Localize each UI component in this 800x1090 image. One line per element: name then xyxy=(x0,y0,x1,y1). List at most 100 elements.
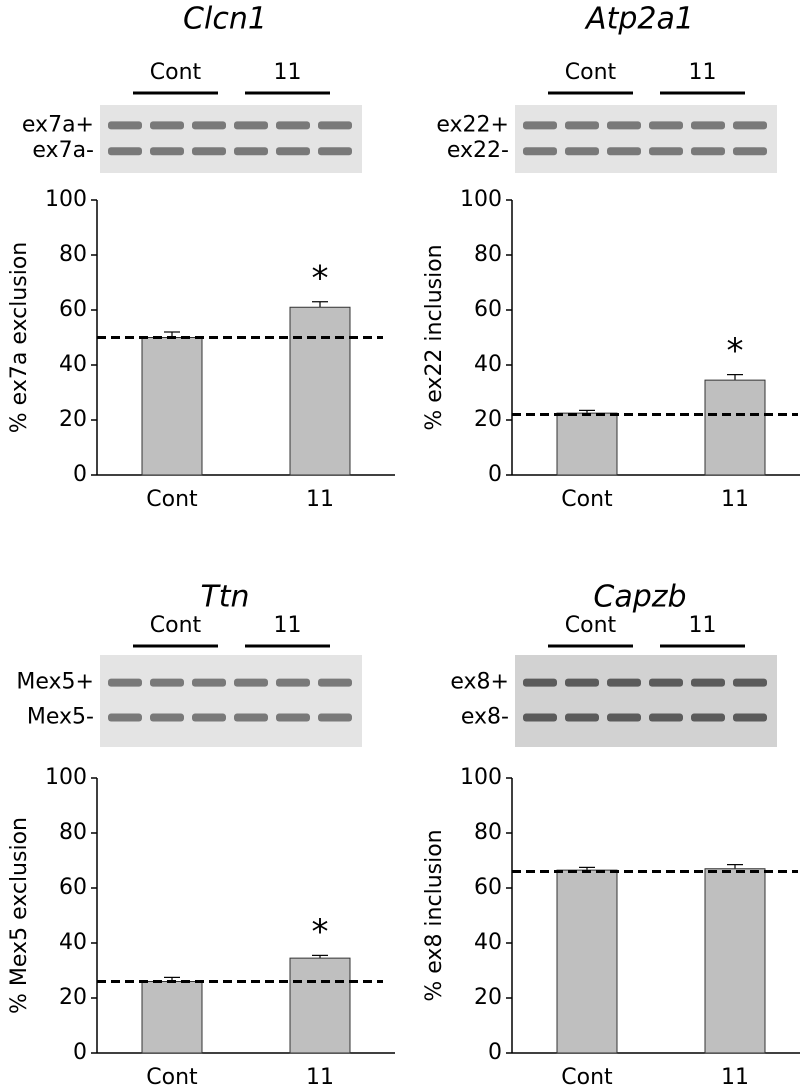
group-label: Cont xyxy=(565,613,617,638)
y-tick-label: 0 xyxy=(488,462,502,487)
significance: * xyxy=(312,912,329,952)
band-label: ex22+ xyxy=(436,112,509,137)
gel-band xyxy=(733,713,767,722)
gel-band xyxy=(108,147,142,156)
x-tick-label: 11 xyxy=(306,1065,334,1090)
gel-band xyxy=(733,147,767,156)
panel-title: Capzb xyxy=(593,580,686,615)
gel-band xyxy=(318,713,352,722)
group-label: Cont xyxy=(150,60,202,85)
band-label: ex7a+ xyxy=(22,112,94,137)
gel-band xyxy=(318,121,352,130)
gel-band xyxy=(234,121,268,130)
gel-band xyxy=(607,713,641,722)
bar xyxy=(704,868,766,1054)
gel-band xyxy=(649,713,683,722)
gel-band xyxy=(565,678,599,687)
y-tick-label: 40 xyxy=(474,352,502,377)
band-label: Mex5- xyxy=(27,705,94,730)
gel xyxy=(515,105,777,173)
gel-band xyxy=(523,678,557,687)
y-tick-label: 40 xyxy=(59,930,87,955)
group-label: 11 xyxy=(274,60,302,85)
gel-band xyxy=(733,121,767,130)
y-tick-label: 0 xyxy=(73,462,87,487)
y-tick-label: 100 xyxy=(45,187,87,212)
x-tick-label: 11 xyxy=(721,1065,749,1090)
bar xyxy=(289,957,351,1054)
gel-band xyxy=(192,121,226,130)
gel-band xyxy=(318,678,352,687)
panel-title: Clcn1 xyxy=(183,2,267,37)
x-tick-label: 11 xyxy=(306,487,334,512)
bar xyxy=(141,981,203,1054)
gel-band xyxy=(192,713,226,722)
y-tick-label: 20 xyxy=(474,985,502,1010)
y-axis-label: % ex22 inclusion xyxy=(422,244,447,430)
y-axis-label: % ex7a exclusion xyxy=(7,242,32,433)
gel-band xyxy=(234,713,268,722)
gel-band xyxy=(318,147,352,156)
x-tick-label: Cont xyxy=(561,487,613,512)
x-tick-label: 11 xyxy=(721,487,749,512)
gel-band xyxy=(276,147,310,156)
gel-band xyxy=(276,121,310,130)
gel-band xyxy=(150,147,184,156)
gel-band xyxy=(108,713,142,722)
gel-band xyxy=(607,147,641,156)
gel-band xyxy=(565,121,599,130)
gel-band xyxy=(523,121,557,130)
group-label: 11 xyxy=(274,613,302,638)
gel-band xyxy=(150,713,184,722)
gel-band xyxy=(565,147,599,156)
y-tick-label: 40 xyxy=(474,930,502,955)
y-tick-label: 60 xyxy=(59,875,87,900)
bar xyxy=(556,412,618,476)
bar xyxy=(704,379,766,476)
y-tick-label: 100 xyxy=(45,765,87,790)
bar xyxy=(141,337,203,476)
significance: * xyxy=(312,258,329,298)
y-tick-label: 100 xyxy=(460,765,502,790)
gel-band xyxy=(691,147,725,156)
y-tick-label: 60 xyxy=(474,297,502,322)
y-tick-label: 20 xyxy=(474,407,502,432)
gel-band xyxy=(234,678,268,687)
gel-band xyxy=(108,678,142,687)
group-label: 11 xyxy=(689,60,717,85)
gel xyxy=(100,655,362,747)
gel xyxy=(100,105,362,173)
gel-band xyxy=(733,678,767,687)
bar xyxy=(556,869,618,1054)
group-label: 11 xyxy=(689,613,717,638)
gel-band xyxy=(691,121,725,130)
gel-band xyxy=(192,678,226,687)
y-tick-label: 0 xyxy=(488,1040,502,1065)
y-axis-label: % Mex5 exclusion xyxy=(7,817,32,1014)
y-tick-label: 80 xyxy=(59,820,87,845)
x-tick-label: Cont xyxy=(561,1065,613,1090)
band-label: ex22- xyxy=(447,138,509,163)
y-tick-label: 20 xyxy=(59,985,87,1010)
y-axis-label: % ex8 inclusion xyxy=(422,829,447,1001)
gel-band xyxy=(523,147,557,156)
band-label: Mex5+ xyxy=(16,670,94,695)
x-tick-label: Cont xyxy=(146,1065,198,1090)
gel-band xyxy=(523,713,557,722)
gel-band xyxy=(649,147,683,156)
gel-band xyxy=(691,713,725,722)
gel-band xyxy=(607,121,641,130)
gel-band xyxy=(276,678,310,687)
gel-band xyxy=(108,121,142,130)
y-tick-label: 80 xyxy=(474,242,502,267)
gel-band xyxy=(276,713,310,722)
gel-band xyxy=(150,678,184,687)
panel-title: Ttn xyxy=(200,580,249,615)
gel-band xyxy=(607,678,641,687)
y-tick-label: 60 xyxy=(474,875,502,900)
gel-band xyxy=(150,121,184,130)
band-label: ex7a- xyxy=(32,138,94,163)
gel xyxy=(515,655,777,747)
y-tick-label: 0 xyxy=(73,1040,87,1065)
